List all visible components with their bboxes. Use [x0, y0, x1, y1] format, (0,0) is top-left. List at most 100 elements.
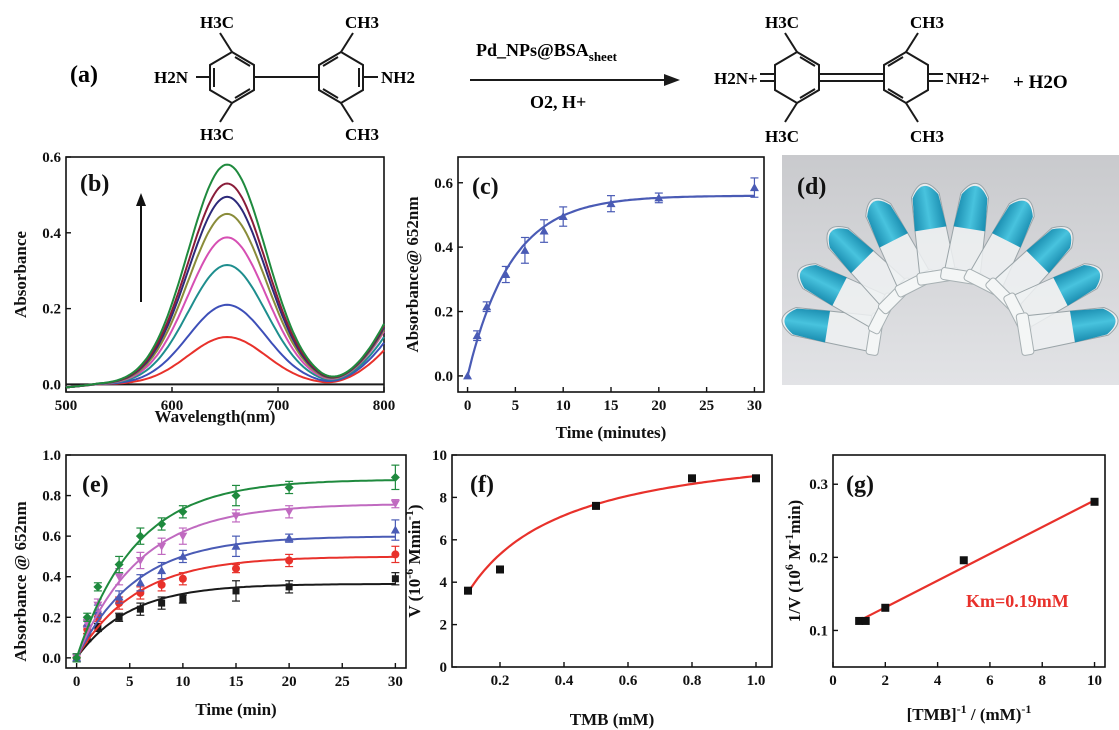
- panel-label-c: (c): [472, 174, 499, 200]
- tube: [1003, 263, 1103, 335]
- product-imine-left: H2N+: [714, 69, 758, 88]
- spectrum-line: [65, 263, 385, 389]
- chart-panel-g: 0 2 4 6 8 10 0.1 0.2 0.3 (g) [TMB]-1 / (mM)-1 1/V (…: [782, 454, 1106, 724]
- data-point: [959, 556, 968, 565]
- panel-label-e: (e): [82, 472, 109, 498]
- x-axis-label: Time (min): [195, 700, 276, 719]
- panel-label-b: (b): [80, 171, 109, 197]
- y-tick-label: 0.4: [42, 226, 61, 242]
- data-point: [391, 575, 399, 583]
- spectrum-line: [65, 303, 385, 389]
- y-tick-label: 0.6: [42, 150, 61, 166]
- chart-panel-e: 0 5 10 15 20 25 30 0.0 0.2 0.4 0.6 0.8 1.0 (e) Time (m…: [11, 448, 407, 719]
- x-tick-label: 5: [512, 398, 520, 414]
- x-tick-label: 0.2: [491, 673, 510, 689]
- data-point: [472, 331, 482, 340]
- x-axis-label: Wavelength(nm): [155, 407, 276, 426]
- tube-cap: [1015, 312, 1035, 356]
- x-tick-label: 10: [175, 674, 190, 690]
- x-tick-label: 0: [73, 674, 81, 690]
- y-tick-label: 0.6: [42, 529, 61, 545]
- x-tick-label: 10: [556, 398, 571, 414]
- x-tick-label: 6: [986, 673, 994, 689]
- fit-curve: [466, 194, 755, 377]
- y-tick-label: 2: [440, 618, 448, 634]
- data-point: [232, 564, 240, 573]
- tube-arc: [781, 182, 1119, 356]
- data-point: [855, 616, 864, 625]
- y-tick-label: 0.8: [42, 489, 61, 505]
- y-tick-label: 0.4: [42, 570, 61, 586]
- tube-solution: [1026, 228, 1072, 274]
- x-tick-label: 500: [55, 398, 78, 414]
- data-point: [114, 573, 124, 582]
- product-methyl-bl: H3C: [765, 127, 799, 146]
- x-tick-label: 1.0: [747, 673, 766, 689]
- data-point: [463, 371, 473, 380]
- reaction-scheme: (a) H3C CH3 H3C CH3 H2N NH2 Pd_NPs@BSAsh…: [70, 13, 1068, 146]
- data-point: [881, 603, 890, 612]
- product-ring-right: [883, 50, 929, 105]
- data-point: [158, 599, 166, 607]
- data-point: [654, 193, 664, 202]
- data-point: [157, 580, 166, 589]
- data-point: [861, 616, 870, 625]
- y-tick-label: 0.4: [434, 240, 453, 256]
- tube-solution: [867, 200, 908, 248]
- x-tick-label: 700: [267, 398, 290, 414]
- product-methyl-tr: CH3: [910, 13, 944, 32]
- data-point: [72, 653, 82, 663]
- reactant-amine-right: NH2: [381, 68, 415, 87]
- tube: [1015, 306, 1119, 356]
- panel-label-g: (g): [846, 472, 874, 498]
- y-axis-label: Absorbance@ 652nm: [403, 196, 422, 352]
- data-point: [284, 482, 294, 492]
- x-axis-label: [TMB]-1 / (mM)-1: [907, 702, 1032, 724]
- data-point: [157, 542, 167, 551]
- data-point: [231, 512, 241, 521]
- photo-panel: (d): [781, 155, 1119, 385]
- y-tick-label: 1.0: [42, 448, 61, 464]
- reactant-amine-left: H2N: [154, 68, 189, 87]
- data-point: [135, 556, 145, 565]
- tube-solution: [1069, 308, 1116, 343]
- data-point: [157, 566, 167, 575]
- plot-frame: [451, 454, 773, 668]
- data-point: [82, 612, 92, 622]
- x-tick-label: 0.6: [619, 673, 638, 689]
- x-tick-label: 2: [882, 673, 890, 689]
- data-point: [496, 565, 504, 574]
- y-tick-label: 0.2: [42, 302, 61, 318]
- data-point: [231, 491, 241, 501]
- x-tick-label: 20: [651, 398, 666, 414]
- fit-curve: [467, 474, 757, 594]
- x-tick-label: 800: [373, 398, 396, 414]
- x-tick-label: 5: [126, 674, 134, 690]
- product-imine-right: NH2+: [946, 69, 990, 88]
- reaction-conditions: O2, H+: [530, 92, 586, 112]
- y-tick-label: 0.6: [434, 176, 453, 192]
- x-tick-label: 0.4: [555, 673, 574, 689]
- reactant-methyl-tl: H3C: [200, 13, 234, 32]
- y-tick-label: 0.2: [42, 610, 61, 626]
- x-tick-label: 0: [829, 673, 837, 689]
- data-point: [157, 519, 167, 529]
- data-point: [178, 507, 188, 517]
- x-tick-label: 25: [335, 674, 350, 690]
- trend-arrowhead: [136, 193, 146, 206]
- x-tick-label: 600: [161, 398, 184, 414]
- data-point: [285, 583, 293, 591]
- data-point: [390, 525, 400, 534]
- data-point: [114, 592, 124, 601]
- spectrum-line: [65, 236, 385, 389]
- x-tick-label: 0.8: [683, 673, 702, 689]
- product-methyl-tl: H3C: [765, 13, 799, 32]
- y-tick-label: 0: [440, 660, 448, 676]
- y-tick-label: 0.1: [809, 623, 828, 639]
- data-point: [135, 578, 145, 587]
- reactant-ring-left: [209, 50, 255, 105]
- y-tick-label: 0.2: [809, 550, 828, 566]
- y-tick-label: 0.3: [809, 477, 828, 493]
- data-point: [178, 574, 187, 583]
